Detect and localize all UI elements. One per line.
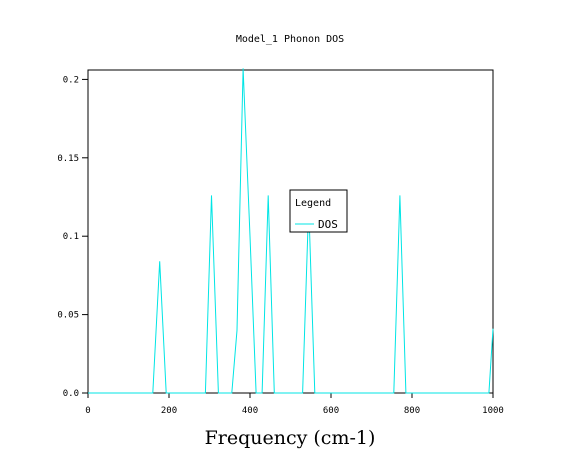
legend: Legend DOS xyxy=(289,189,348,233)
y-tick-label: 0.05 xyxy=(57,311,79,321)
x-tick-label: 1000 xyxy=(482,406,504,416)
chart-title: Model_1 Phonon DOS xyxy=(236,34,344,45)
x-tick-label: 800 xyxy=(404,406,420,416)
legend-title: Legend xyxy=(295,198,331,209)
x-tick-label: 0 xyxy=(85,406,90,416)
y-tick-label: 0.2 xyxy=(63,75,79,85)
legend-entry-dos: DOS xyxy=(318,218,338,231)
x-tick-label: 400 xyxy=(242,406,258,416)
x-axis-ticks: 0 200 400 600 800 1000 xyxy=(85,393,504,416)
y-axis-ticks: 0.0 0.05 0.1 0.15 0.2 xyxy=(57,75,88,399)
y-tick-label: 0.0 xyxy=(63,389,79,399)
x-axis-label: Frequency (cm-1) xyxy=(205,427,376,449)
x-tick-label: 600 xyxy=(323,406,339,416)
series-line-dos xyxy=(88,68,494,394)
y-tick-label: 0.15 xyxy=(57,154,79,164)
legend-box xyxy=(289,189,348,233)
y-tick-label: 0.1 xyxy=(63,232,79,242)
series-layer xyxy=(88,68,494,394)
x-tick-label: 200 xyxy=(161,406,177,416)
